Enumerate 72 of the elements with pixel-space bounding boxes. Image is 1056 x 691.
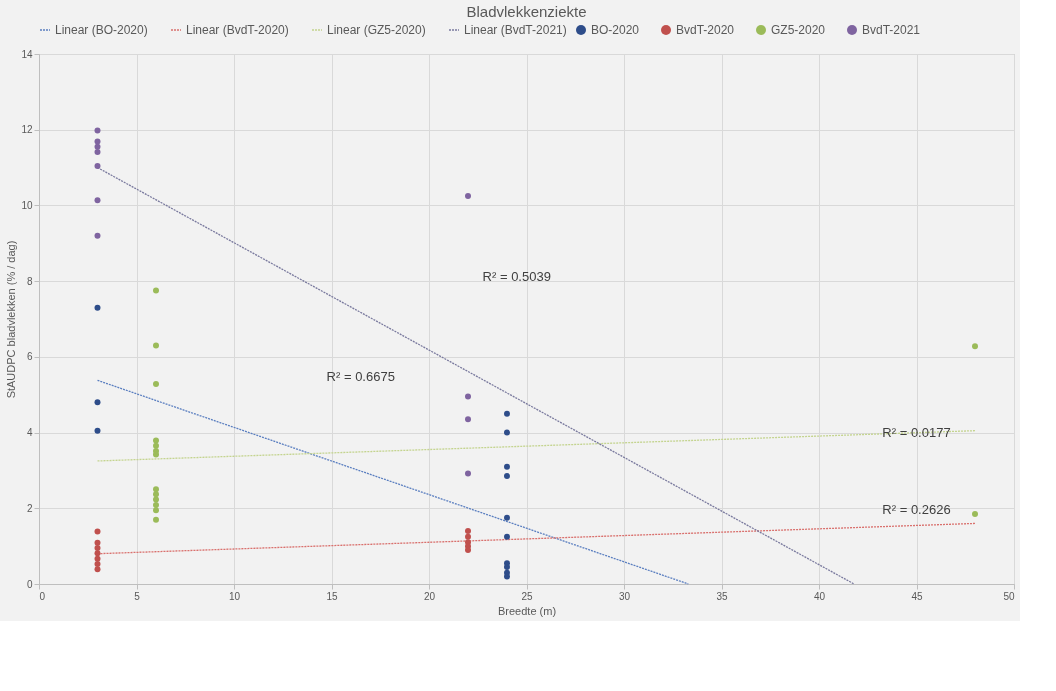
point [465,416,471,423]
point [153,496,159,503]
legend-label: Linear (BvdT-2020) [186,23,289,37]
legend-label: Linear (BO-2020) [55,23,148,37]
x-tick-label: 20 [423,590,436,602]
point [153,491,159,498]
annotation: R² = 0.2626 [882,501,951,517]
point [153,486,159,493]
point [465,192,471,199]
point [94,304,101,311]
point [94,232,101,239]
point [504,533,510,540]
point [94,528,101,535]
point [94,127,101,134]
point [153,516,159,523]
point [504,429,510,436]
point [94,138,101,145]
point [465,470,471,477]
annotation: R² = 0.0177 [882,424,951,440]
legend-label: Linear (BvdT-2021) [464,23,567,37]
legend-label: BvdT-2021 [862,23,921,37]
x-axis-title: Breedte (m) [497,604,557,617]
annotation: R² = 0.6675 [326,369,395,385]
point [153,501,159,508]
x-tick-label: 5 [134,590,141,602]
point [94,399,101,406]
point [153,342,159,349]
point [153,442,159,449]
point [94,566,101,573]
point [153,381,159,388]
point [465,528,471,534]
y-tick-label: 6 [26,351,33,363]
y-tick-label: 10 [21,199,33,211]
point [94,197,101,204]
legend-label: GZ5-2020 [771,23,826,37]
point [972,510,978,517]
point [94,149,101,156]
x-tick-label: 50 [1003,590,1015,602]
y-tick-label: 12 [21,124,33,136]
x-tick-label: 40 [813,590,826,602]
x-tick-label: 0 [39,590,46,602]
y-tick-label: 14 [21,48,33,60]
point [504,410,510,417]
y-tick-label: 2 [26,502,33,514]
x-tick-label: 30 [618,590,631,602]
annotation: R² = 0.5039 [482,268,551,284]
legend-label: BvdT-2020 [676,23,735,37]
x-tick-label: 15 [326,590,338,602]
point [94,427,101,434]
y-tick-label: 4 [26,427,33,439]
legend-label: BO-2020 [591,23,640,37]
legend-label: Linear (GZ5-2020) [327,23,426,37]
x-tick-label: 35 [716,590,728,602]
x-tick-label: 25 [521,590,533,602]
point [465,533,471,540]
point [153,507,159,514]
point [153,437,159,444]
y-axis-title: StAUDPC bladvlekken (% / dag) [5,240,18,399]
y-tick-label: 0 [26,578,33,590]
y-tick-label: 8 [26,275,33,287]
chart-title: Bladvlekkenziekte [466,3,587,20]
point [153,287,159,294]
point [504,514,510,521]
point [504,573,510,580]
x-tick-label: 10 [228,590,241,602]
point [94,163,101,170]
x-tick-label: 45 [911,590,923,602]
point [504,463,510,470]
point [504,473,510,480]
point [972,343,978,350]
point [94,550,101,557]
point [465,393,471,400]
